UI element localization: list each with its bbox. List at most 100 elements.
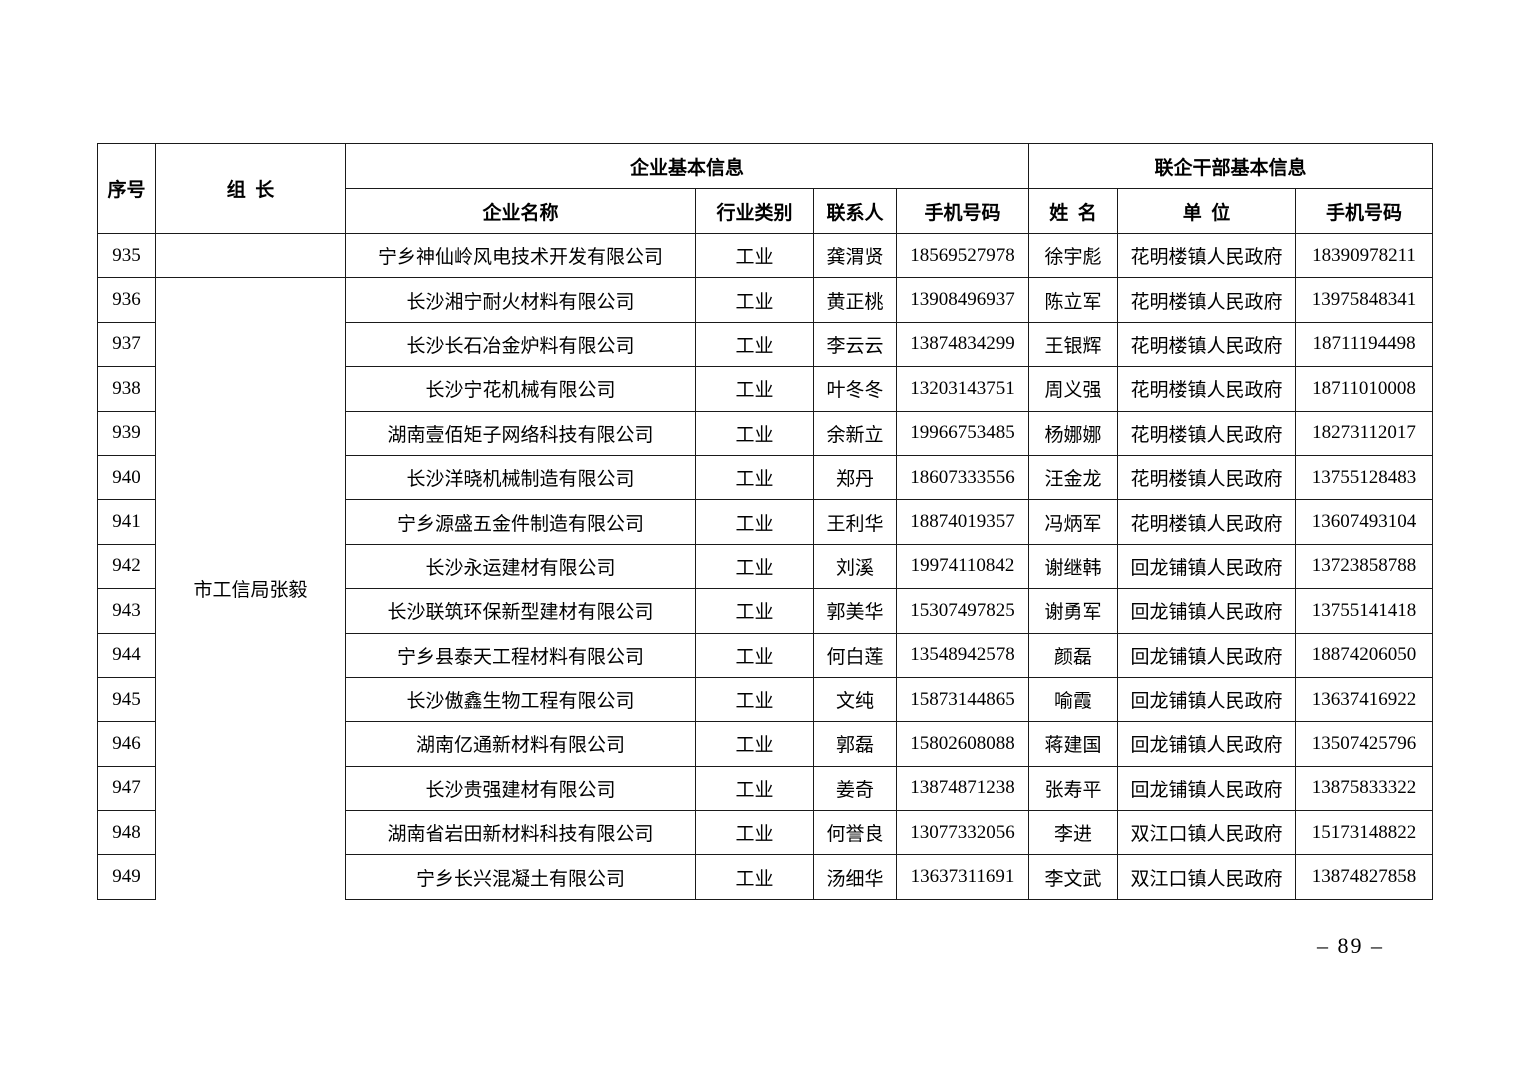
page-number: – 89 – [1317,933,1384,958]
header-enterprise-name: 企业名称 [345,188,696,234]
cadre-phone-cell: 18390978211 [1295,232,1434,279]
serial-cell: 949 [97,854,156,900]
company-cell: 宁乡县泰天工程材料有限公司 [345,632,696,678]
cadre-phone-cell: 13755128483 [1295,454,1434,501]
cadre-unit-cell: 回龙铺镇人民政府 [1117,632,1297,678]
company-cell: 长沙傲鑫生物工程有限公司 [345,676,696,723]
industry-cell: 工业 [695,588,814,634]
company-cell: 长沙洋晓机械制造有限公司 [345,454,696,501]
contact-phone-cell: 15873144865 [895,676,1030,723]
contact-cell: 姜奇 [813,765,897,812]
cadre-name-cell: 陈立军 [1028,277,1119,323]
cadre-phone-cell: 15173148822 [1295,810,1434,856]
cadre-name-cell: 蒋建国 [1028,721,1119,767]
header-cadre-phone: 手机号码 [1295,188,1434,234]
cadre-unit-cell: 花明楼镇人民政府 [1117,321,1297,368]
table-body: 935 宁乡神仙岭风电技术开发有限公司 工业 龚渭贤 18569527978 徐宇彪 花明楼… [97,232,1434,900]
contact-phone-cell: 13908496937 [895,277,1030,323]
company-cell: 宁乡源盛五金件制造有限公司 [345,499,696,545]
cadre-name-cell: 冯炳军 [1028,499,1119,545]
contact-phone-cell: 13874834299 [895,321,1030,368]
cadre-phone-cell: 18711010008 [1295,366,1434,412]
table-row: 939 湖南壹佰矩子网络科技有限公司 工业 余新立 19966753485 杨娜娜 花明楼镇… [97,410,1434,456]
cadre-name-cell: 谢继韩 [1028,543,1119,590]
contact-cell: 汤细华 [813,854,897,900]
contact-cell: 何白莲 [813,632,897,678]
serial-cell: 935 [97,232,156,279]
contact-phone-cell: 13077332056 [895,810,1030,856]
header-serial: 序号 [97,143,156,234]
cadre-name-cell: 杨娜娜 [1028,410,1119,456]
cadre-phone-cell: 18273112017 [1295,410,1434,456]
leader-cell [155,232,346,279]
cadre-phone-cell: 13637416922 [1295,676,1434,723]
contact-phone-cell: 19974110842 [895,543,1030,590]
contact-phone-cell: 18874019357 [895,499,1030,545]
serial-cell: 936 [97,277,156,323]
cadre-name-cell: 徐宇彪 [1028,232,1119,279]
table-row: 938 长沙宁花机械有限公司 工业 叶冬冬 13203143751 周义强 花明楼镇人民政府… [97,366,1434,412]
cadre-name-cell: 颜磊 [1028,632,1119,678]
cadre-phone-cell: 18711194498 [1295,321,1434,368]
industry-cell: 工业 [695,810,814,856]
header-contact: 联系人 [813,188,897,234]
contact-phone-cell: 13548942578 [895,632,1030,678]
table-row: 943 长沙联筑环保新型建材有限公司 工业 郭美华 15307497825 谢勇军 回龙铺镇… [97,588,1434,634]
table-row: 942 长沙永运建材有限公司 工业 刘溪 19974110842 谢继韩 回龙铺镇人民政府 1… [97,543,1434,590]
contact-phone-cell: 15307497825 [895,588,1030,634]
company-cell: 湖南亿通新材料有限公司 [345,721,696,767]
contact-cell: 文纯 [813,676,897,723]
serial-cell: 940 [97,454,156,501]
contact-phone-cell: 13637311691 [895,854,1030,900]
serial-cell: 946 [97,721,156,767]
industry-cell: 工业 [695,366,814,412]
company-cell: 长沙长石冶金炉料有限公司 [345,321,696,368]
cadre-unit-cell: 回龙铺镇人民政府 [1117,721,1297,767]
cadre-unit-cell: 回龙铺镇人民政府 [1117,765,1297,812]
cadre-unit-cell: 花明楼镇人民政府 [1117,277,1297,323]
liaison-cadre-table: 序号 组 长 企业基本信息 联企干部基本信息 企业名称 行业类别 联系人 手机号… [97,143,1434,900]
industry-cell: 工业 [695,543,814,590]
cadre-name-cell: 喻霞 [1028,676,1119,723]
contact-cell: 龚渭贤 [813,232,897,279]
cadre-unit-cell: 花明楼镇人民政府 [1117,454,1297,501]
serial-cell: 942 [97,543,156,590]
industry-cell: 工业 [695,277,814,323]
contact-phone-cell: 19966753485 [895,410,1030,456]
cadre-unit-cell: 回龙铺镇人民政府 [1117,588,1297,634]
company-cell: 宁乡神仙岭风电技术开发有限公司 [345,232,696,279]
table-row: 935 宁乡神仙岭风电技术开发有限公司 工业 龚渭贤 18569527978 徐宇彪 花明楼… [97,232,1434,279]
serial-cell: 947 [97,765,156,812]
cadre-phone-cell: 13975848341 [1295,277,1434,323]
table-row: 936 市工信局张毅 长沙湘宁耐火材料有限公司 工业 黄正桃 13908496937 陈立军… [97,277,1434,900]
contact-cell: 郭美华 [813,588,897,634]
contact-phone-cell: 15802608088 [895,721,1030,767]
industry-cell: 工业 [695,676,814,723]
contact-phone-cell: 18607333556 [895,454,1030,501]
cadre-name-cell: 李文武 [1028,854,1119,900]
contact-cell: 李云云 [813,321,897,368]
cadre-unit-cell: 花明楼镇人民政府 [1117,499,1297,545]
industry-cell: 工业 [695,854,814,900]
industry-cell: 工业 [695,454,814,501]
company-cell: 湖南壹佰矩子网络科技有限公司 [345,410,696,456]
cadre-unit-cell: 回龙铺镇人民政府 [1117,543,1297,590]
contact-cell: 黄正桃 [813,277,897,323]
cadre-unit-cell: 花明楼镇人民政府 [1117,366,1297,412]
cadre-phone-cell: 13875833322 [1295,765,1434,812]
serial-cell: 939 [97,410,156,456]
cadre-unit-cell: 双江口镇人民政府 [1117,854,1297,900]
company-cell: 湖南省岩田新材料科技有限公司 [345,810,696,856]
industry-cell: 工业 [695,721,814,767]
contact-cell: 何誉良 [813,810,897,856]
table-row: 946 湖南亿通新材料有限公司 工业 郭磊 15802608088 蒋建国 回龙铺镇人民政府… [97,721,1434,767]
table-row: 940 长沙洋晓机械制造有限公司 工业 郑丹 18607333556 汪金龙 花明楼镇人民政… [97,454,1434,501]
serial-cell: 944 [97,632,156,678]
contact-cell: 郑丹 [813,454,897,501]
industry-cell: 工业 [695,321,814,368]
table-row: 947 长沙贵强建材有限公司 工业 姜奇 13874871238 张寿平 回龙铺镇人民政府 1… [97,765,1434,812]
table-row: 949 宁乡长兴混凝土有限公司 工业 汤细华 13637311691 李文武 双江口镇人民政… [97,854,1434,900]
serial-cell: 945 [97,676,156,723]
cadre-name-cell: 谢勇军 [1028,588,1119,634]
